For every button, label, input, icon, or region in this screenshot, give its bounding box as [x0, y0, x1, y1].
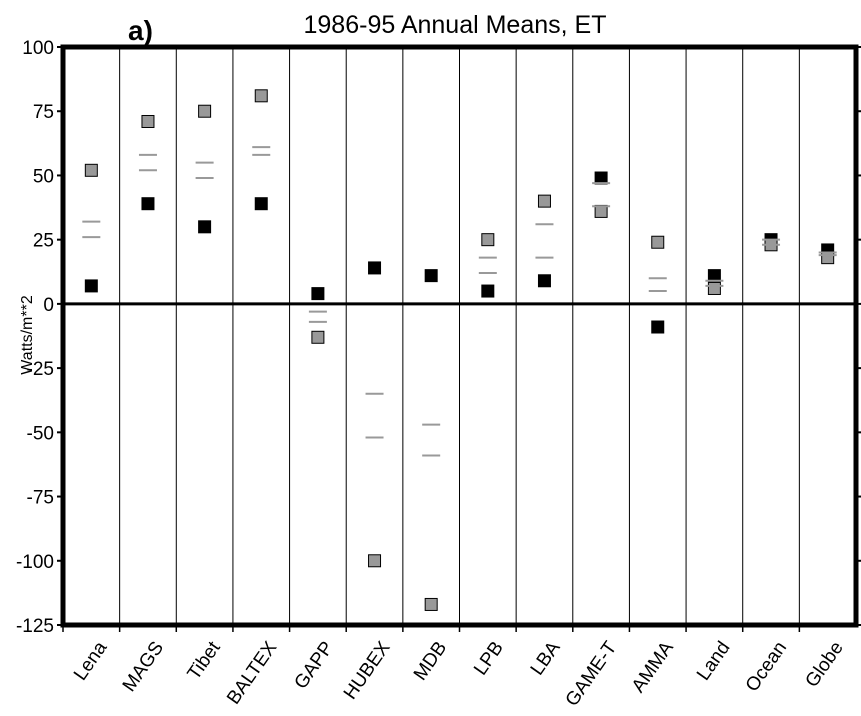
black-square-marker [141, 197, 155, 211]
y-tick-label: -75 [27, 488, 54, 509]
gray-square-marker [537, 194, 551, 208]
y-tick-label: 75 [33, 102, 54, 123]
gray-square-marker [311, 330, 325, 344]
black-square-marker [424, 269, 438, 283]
y-tick-label: -125 [16, 616, 54, 637]
gray-square-marker [141, 114, 155, 128]
black-square-marker [368, 261, 382, 275]
gray-square-marker [651, 235, 665, 249]
chart-title: 1986-95 Annual Means, ET [304, 11, 607, 39]
category-separators [119, 47, 800, 625]
black-square-marker [254, 197, 268, 211]
black-square-marker [84, 279, 98, 293]
gray-square-marker [481, 233, 495, 247]
y-axis-label: Watts/m**2 [19, 295, 36, 375]
y-tick-label: -50 [27, 423, 54, 444]
data-marks [82, 89, 837, 611]
plot-frame [60, 44, 859, 628]
y-tick-label: 0 [43, 295, 54, 316]
black-square-marker [311, 287, 325, 301]
y-tick-label: 100 [22, 38, 54, 59]
gray-square-marker [198, 104, 212, 118]
gray-square-marker [254, 89, 268, 103]
gray-square-marker [707, 281, 721, 295]
black-square-marker [537, 274, 551, 288]
black-square-marker [198, 220, 212, 234]
y-tick-label: -100 [16, 552, 54, 573]
y-tick-label: 50 [33, 166, 54, 187]
black-square-marker [481, 284, 495, 298]
gray-square-marker [368, 554, 382, 568]
panel-label: a) [128, 15, 153, 46]
y-tick-label: 25 [33, 231, 54, 252]
black-square-marker [651, 320, 665, 334]
gray-square-marker [424, 597, 438, 611]
gray-square-marker [84, 163, 98, 177]
y-tick-label: -25 [27, 359, 54, 380]
